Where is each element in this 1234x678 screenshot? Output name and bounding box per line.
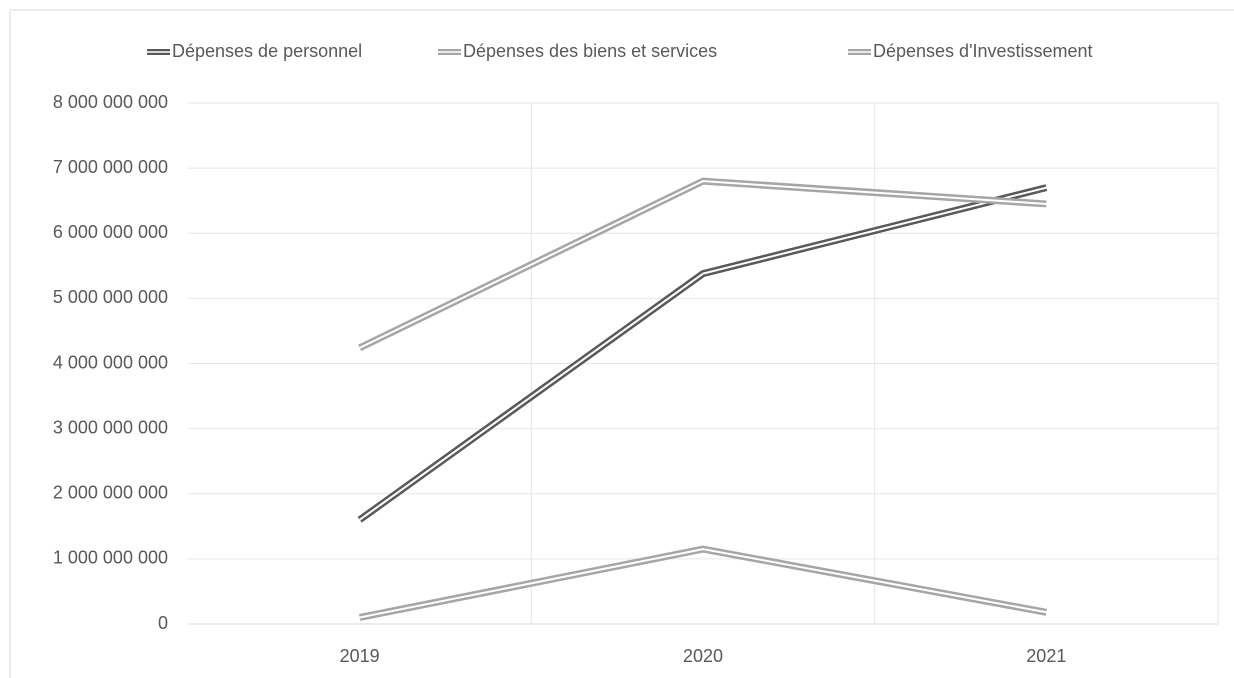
- y-tick-label: 4 000 000 000: [53, 352, 168, 372]
- series-line-inner: [359, 180, 1047, 349]
- series-line: [357, 184, 1048, 523]
- y-tick-label: 3 000 000 000: [53, 417, 168, 437]
- y-tick-label: 8 000 000 000: [53, 92, 168, 112]
- legend-label: Dépenses de personnel: [172, 41, 362, 61]
- legend-label: Dépenses d'Investissement: [873, 41, 1093, 61]
- legend-label: Dépenses des biens et services: [463, 41, 717, 61]
- series-line-inner: [359, 548, 1047, 619]
- chart-border: [9, 9, 1234, 678]
- series-line-inner: [359, 186, 1047, 521]
- y-tick-label: 6 000 000 000: [53, 222, 168, 242]
- y-tick-label: 1 000 000 000: [53, 548, 168, 568]
- x-tick-label: 2019: [340, 646, 380, 666]
- x-tick-label: 2020: [683, 646, 723, 666]
- y-tick-label: 0: [158, 613, 168, 633]
- y-tick-label: 5 000 000 000: [53, 287, 168, 307]
- series-line: [358, 177, 1047, 352]
- y-tick-label: 7 000 000 000: [53, 157, 168, 177]
- y-tick-label: 2 000 000 000: [53, 483, 168, 503]
- x-tick-label: 2021: [1026, 646, 1066, 666]
